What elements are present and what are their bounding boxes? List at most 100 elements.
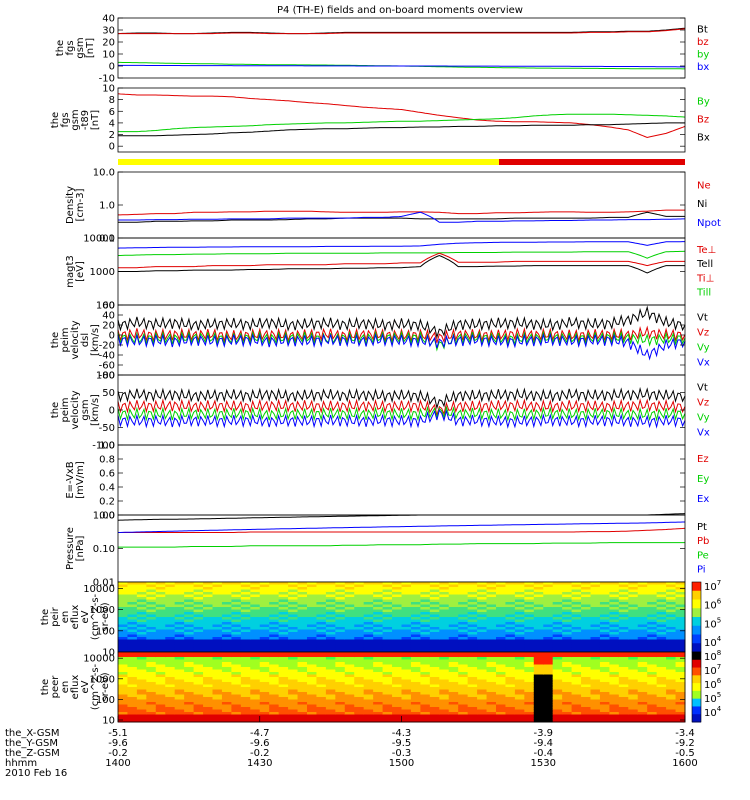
spectrogram-cell — [675, 589, 686, 593]
spectrogram-cell — [344, 712, 355, 715]
spectrogram-cell — [165, 664, 176, 668]
spectrogram-cell — [392, 719, 402, 723]
spectrogram-cell — [514, 704, 525, 708]
spectrogram-cell — [458, 709, 469, 713]
spectrogram-cell — [278, 662, 289, 665]
spectrogram-cell — [146, 719, 157, 723]
spectrogram-cell — [127, 709, 138, 713]
spectrogram-cell — [618, 602, 629, 605]
spectrogram-cell — [467, 629, 478, 633]
ephemeris-value: -0.4 — [533, 748, 553, 759]
spectrogram-cell — [221, 617, 232, 620]
spectrogram-cell — [203, 664, 213, 668]
spectrogram-cell — [590, 607, 601, 610]
spectrogram-cell — [363, 584, 374, 588]
spectrogram-cell — [354, 639, 365, 643]
spectrogram-cell — [136, 707, 147, 710]
spectrogram-cell — [496, 587, 506, 590]
spectrogram-cell — [392, 644, 402, 648]
spectrogram-cell — [165, 704, 176, 708]
spectrogram-cell — [618, 649, 629, 653]
spectrogram-cell — [514, 624, 525, 628]
spectrogram-cell — [155, 639, 166, 643]
spectrogram-cell — [240, 644, 251, 648]
spectrogram-cell — [297, 637, 308, 640]
spectrogram-cell — [533, 672, 544, 675]
spectrogram-cell — [599, 657, 610, 660]
spectrogram-cell — [514, 664, 525, 668]
spectrogram-cell — [448, 694, 459, 698]
spectrogram-cell — [146, 632, 157, 635]
spectrogram-cell — [458, 622, 469, 625]
spectrogram-cell — [155, 592, 166, 595]
spectrogram-cell — [486, 612, 497, 615]
spectrogram-cell — [401, 657, 412, 660]
spectrogram-cell — [259, 644, 270, 648]
spectrogram-cell — [118, 689, 128, 693]
spectrogram-cell — [297, 719, 308, 723]
spectrogram-cell — [675, 672, 686, 675]
spectrogram-cell — [439, 592, 450, 595]
spectrogram-cell — [628, 667, 639, 670]
spectrogram-cell — [240, 652, 251, 655]
spectrogram-cell — [533, 642, 544, 645]
spectrogram-cell — [401, 644, 412, 648]
spectrogram-cell — [533, 679, 544, 683]
spectrogram-cell — [656, 597, 667, 600]
spectrogram-cell — [562, 629, 573, 633]
spectrogram-cell — [278, 582, 289, 585]
spectrogram-cell — [410, 649, 421, 653]
spectrogram-cell — [373, 629, 384, 633]
spectrogram-cell — [496, 699, 506, 703]
panel-frame — [117, 514, 686, 583]
spectrogram-cell — [656, 592, 667, 595]
spectrogram-cell — [174, 697, 185, 700]
spectrogram-cell — [439, 682, 450, 685]
spectrogram-cell — [524, 662, 535, 665]
spectrogram-cell — [392, 602, 402, 605]
spectrogram-cell — [203, 644, 213, 648]
spectrogram-cell — [363, 617, 374, 620]
spectrogram-cell — [231, 637, 242, 640]
spectrogram-cell — [250, 612, 261, 615]
spectrogram-cell — [259, 712, 270, 715]
spectrogram-cell — [514, 599, 525, 603]
spectrogram-cell — [127, 617, 138, 620]
spectrogram-cell — [250, 667, 261, 670]
spectrogram-cell — [618, 689, 629, 693]
spectrogram-cell — [439, 637, 450, 640]
spectrogram-cell — [193, 592, 204, 595]
spectrogram-cell — [316, 597, 327, 600]
spectrogram-cell — [514, 657, 525, 660]
spectrogram-cell — [307, 654, 317, 658]
y-tick-label: 20 — [102, 38, 115, 49]
spectrogram-cell — [571, 639, 582, 643]
spectrogram-cell — [552, 687, 563, 690]
spectrogram-cell — [467, 707, 478, 710]
spectrogram-cell — [392, 637, 402, 640]
spectrogram-cell — [543, 604, 554, 608]
spectrogram-cell — [250, 704, 261, 708]
spectrogram-cell — [675, 679, 686, 683]
spectrogram-cell — [429, 657, 440, 660]
spectrogram-cell — [136, 689, 147, 693]
spectrogram-cell — [165, 587, 176, 590]
spectrogram-cell — [231, 704, 242, 708]
spectrogram-cell — [221, 709, 232, 713]
spectrogram-cell — [354, 682, 365, 685]
spectrogram-cell — [637, 674, 648, 678]
spectrogram-cell — [297, 667, 308, 670]
spectrogram-cell — [325, 622, 336, 625]
y-tick-label: 0.6 — [99, 469, 115, 480]
spectrogram-cell — [146, 637, 157, 640]
spectrogram-cell — [335, 619, 346, 623]
spectrogram-cell — [467, 657, 478, 660]
y-axis-label-line: [eV] — [75, 261, 86, 282]
spectrogram-cell — [221, 622, 232, 625]
spectrogram-cell — [259, 612, 270, 615]
spectrogram-cell — [477, 629, 488, 633]
spectrogram-cell — [382, 584, 393, 588]
legend-entry: Ey — [697, 474, 709, 485]
spectrogram-cell — [410, 644, 421, 648]
spectrogram-cell — [136, 682, 147, 685]
